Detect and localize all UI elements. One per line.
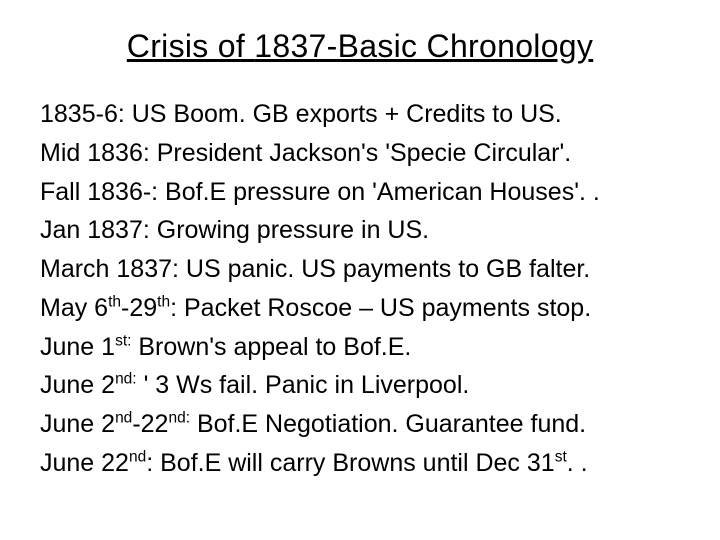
ordinal-suffix: st xyxy=(555,448,567,465)
ordinal-suffix: nd xyxy=(115,410,132,427)
text-fragment: June 1 xyxy=(40,333,115,361)
text-fragment: June 2 xyxy=(40,371,115,399)
ordinal-suffix: th xyxy=(108,293,121,310)
text-fragment: -29 xyxy=(121,294,157,322)
text-fragment: May 6 xyxy=(40,294,108,322)
title-part-2: 1837-Basic xyxy=(254,28,426,64)
text-fragment: : Bof.E will carry Browns until Dec 31 xyxy=(146,449,554,477)
text-fragment: : Packet Roscoe – US payments stop. xyxy=(170,294,591,322)
text-fragment: Brown's appeal to Bof.E. xyxy=(131,333,411,361)
text-fragment: June 2 xyxy=(40,410,115,438)
title-part-3: Chronology xyxy=(427,28,594,64)
chronology-line-4: Jan 1837: Growing pressure in US. xyxy=(40,211,680,250)
chronology-line-10: June 22nd: Bof.E will carry Browns until… xyxy=(40,444,680,483)
text-fragment: -22 xyxy=(132,410,168,438)
ordinal-suffix: st: xyxy=(115,332,131,349)
chronology-line-9: June 2nd-22nd: Bof.E Negotiation. Guaran… xyxy=(40,405,680,444)
chronology-line-1: 1835-6: US Boom. GB exports + Credits to… xyxy=(40,95,680,134)
slide-body: 1835-6: US Boom. GB exports + Credits to… xyxy=(40,95,680,483)
text-fragment: June 22 xyxy=(40,449,129,477)
chronology-line-2: Mid 1836: President Jackson's 'Specie Ci… xyxy=(40,134,680,173)
ordinal-suffix: nd: xyxy=(168,410,190,427)
chronology-line-6: May 6th-29th: Packet Roscoe – US payment… xyxy=(40,289,680,328)
chronology-line-7: June 1st: Brown's appeal to Bof.E. xyxy=(40,328,680,367)
ordinal-suffix: nd: xyxy=(115,371,137,388)
text-fragment: . . xyxy=(567,449,588,477)
text-fragment: ' 3 Ws fail. Panic in Liverpool. xyxy=(137,371,470,399)
chronology-line-3: Fall 1836-: Bof.E pressure on 'American … xyxy=(40,173,680,212)
ordinal-suffix: th xyxy=(157,293,170,310)
chronology-line-8: June 2nd: ' 3 Ws fail. Panic in Liverpoo… xyxy=(40,366,680,405)
slide: Crisis of 1837-Basic Chronology 1835-6: … xyxy=(0,0,720,540)
chronology-line-5: March 1837: US panic. US payments to GB … xyxy=(40,250,680,289)
ordinal-suffix: nd xyxy=(129,448,146,465)
slide-title: Crisis of 1837-Basic Chronology xyxy=(40,28,680,65)
text-fragment: Bof.E Negotiation. Guarantee fund. xyxy=(190,410,586,438)
title-part-1: Crisis of xyxy=(127,28,254,64)
